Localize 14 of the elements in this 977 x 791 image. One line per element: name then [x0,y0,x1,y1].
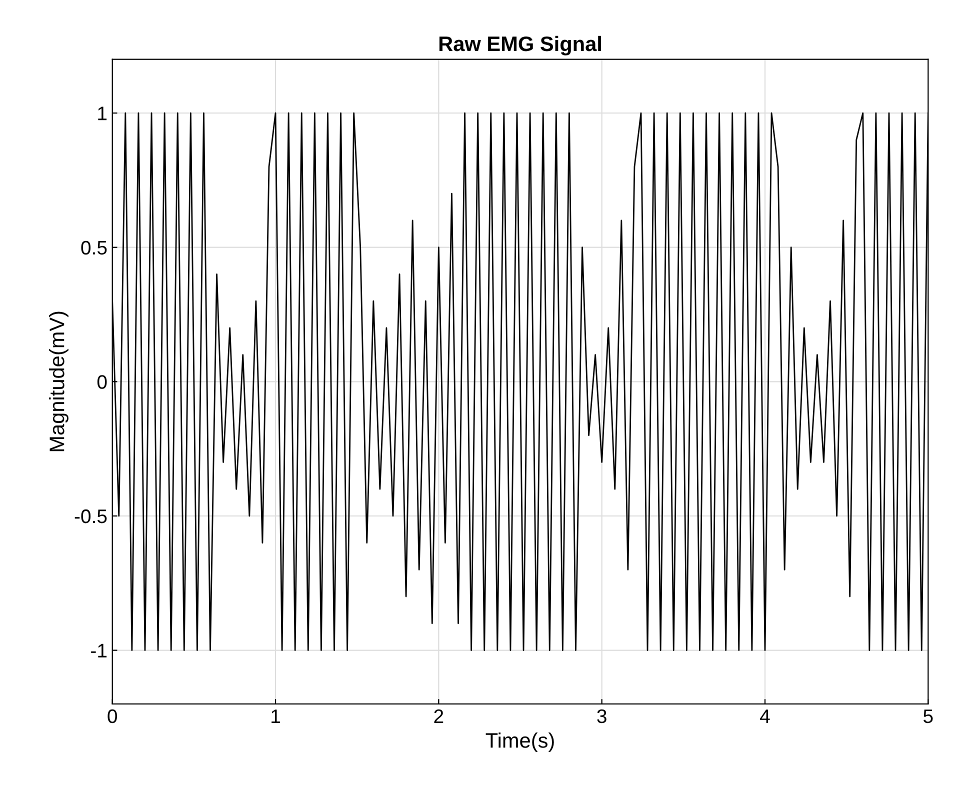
x-tick-label: 3 [597,709,606,724]
x-tick-label: 0 [108,709,117,724]
x-tick-label: 5 [924,710,933,724]
y-tick-label: -1 [91,644,107,658]
y-tick-label: 0.5 [81,240,107,255]
x-tick-label: 2 [434,709,444,723]
x-axis-title: Time(s) [486,732,554,752]
y-axis-title: Magnitude(mV) [49,312,68,452]
y-tick-label: 1 [98,106,107,120]
y-tick-label: 0 [97,375,107,389]
x-tick-label: 1 [272,710,280,723]
chart-title: Raw EMG Signal [439,36,601,56]
y-tick-label: -0.5 [74,509,107,524]
x-tick-label: 4 [760,710,770,723]
